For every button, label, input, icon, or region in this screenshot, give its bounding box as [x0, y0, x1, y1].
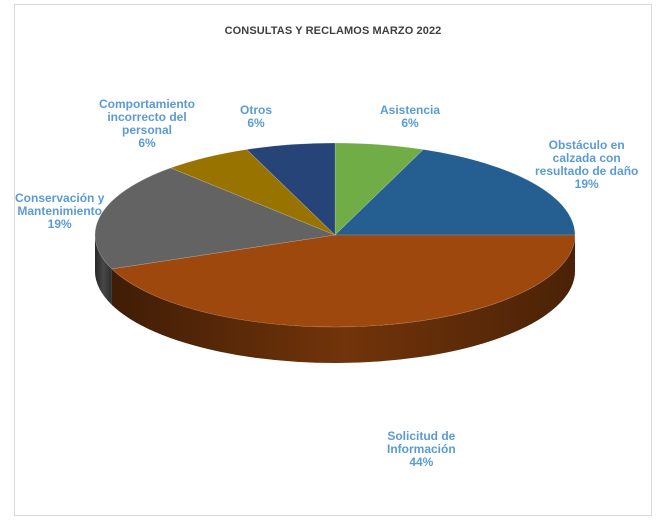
chart-title: CONSULTAS Y RECLAMOS MARZO 2022: [224, 25, 442, 37]
slice-label-1: Obstáculo en calzada con resultado de daño…: [535, 139, 638, 191]
slice-label-line: 6%: [247, 116, 265, 130]
slice-label-line: Obstáculo en: [548, 138, 625, 152]
slice-label-line: 19%: [574, 177, 599, 191]
pie-slice-5: [246, 142, 336, 236]
pie-sides: [95, 235, 575, 364]
pie-chart: [94, 142, 576, 364]
slice-label-line: resultado de daño: [535, 164, 639, 178]
slice-label-line: Comportamiento: [99, 97, 195, 111]
slice-label-line: Conservación y: [15, 191, 105, 205]
pie-slice-2: [111, 234, 576, 328]
slice-label-line: Información: [387, 442, 456, 456]
slice-label-line: Otros: [240, 103, 273, 117]
slice-label-0: Asistencia 6%: [380, 104, 440, 130]
slice-label-line: Asistencia: [380, 103, 441, 117]
slice-label-line: incorrecto del: [107, 110, 187, 124]
pie-slice-1: [334, 149, 576, 236]
pie-slice-3: [94, 167, 337, 270]
slice-label-2: Solicitud de Información 44%: [387, 430, 456, 469]
chart-frame: CONSULTAS Y RECLAMOS MARZO 2022 Asistenc…: [14, 4, 652, 516]
pie-slice-0: [334, 142, 424, 236]
slice-label-line: calzada con: [552, 151, 621, 165]
slice-label-line: 19%: [47, 217, 72, 231]
slice-label-line: 6%: [138, 136, 156, 150]
slice-label-line: Mantenimiento: [17, 204, 103, 218]
slice-label-line: Solicitud de: [387, 429, 456, 443]
slice-label-5: Otros 6%: [240, 104, 272, 130]
pie-slice-side-shade-3: [95, 235, 112, 305]
slice-label-3: Conservación y Mantenimiento 19%: [15, 192, 104, 231]
pie-slice-4: [169, 149, 336, 236]
slice-label-line: 44%: [409, 455, 434, 469]
slice-label-line: personal: [121, 123, 172, 137]
slice-label-line: 6%: [401, 116, 419, 130]
pie-slice-side-shade-2: [111, 235, 575, 364]
pie-slices: [94, 142, 576, 328]
slice-label-4: Comportamiento incorrecto del personal 6%: [99, 98, 195, 150]
